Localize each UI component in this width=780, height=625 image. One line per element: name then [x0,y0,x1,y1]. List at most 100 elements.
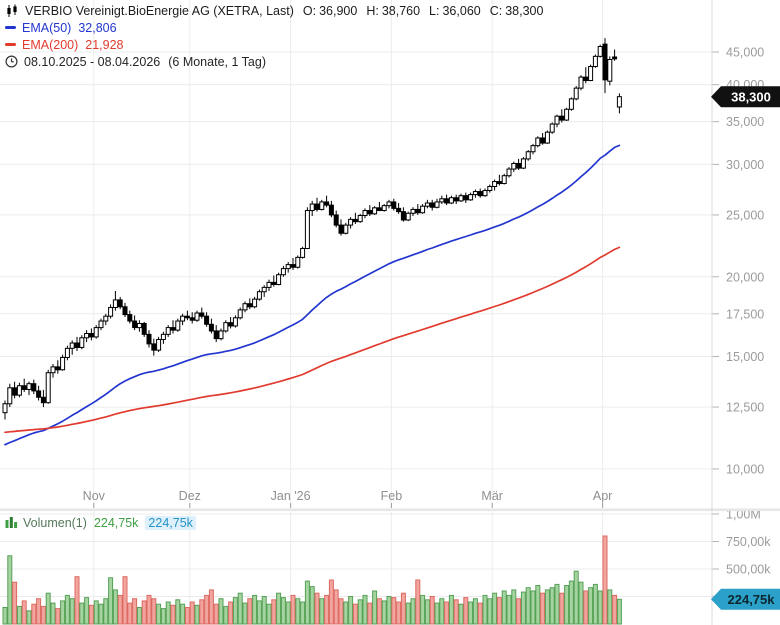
instrument-title: VERBIO Vereinigt.BioEnergie AG (XETRA, L… [25,3,294,18]
volume-bar [45,592,51,625]
date-range-row[interactable]: 08.10.2025 - 08.04.2026 (6 Monate, 1 Tag) [5,53,552,70]
volume-legend-row[interactable]: Volumen(1) 224,75k 224,75k [5,514,196,532]
volume-bar [420,594,426,625]
candle-body [12,387,18,396]
volume-bar [122,576,128,625]
volume-bar [597,590,603,625]
candle-body [232,317,238,327]
volume-bar [381,600,387,625]
volume-bar [343,601,349,625]
open-value: 36,900 [319,3,358,18]
volume-bar [146,594,152,625]
volume-bar [602,535,608,625]
candle-body [271,281,277,286]
ema50-legend-row[interactable]: EMA(50) 32,806 [5,19,552,36]
candle-body [482,190,488,197]
volume-bar [213,603,219,625]
candle-body [453,197,459,202]
volume-bar [583,590,589,625]
high-value: 38,760 [381,3,421,18]
candle-body [525,151,531,160]
candle-body [391,201,397,209]
volume-bar [295,598,301,625]
volume-bar [117,594,123,625]
ema200-swatch-icon [5,43,16,46]
candle-body [429,202,435,208]
volume-bar [573,570,579,625]
volume-bar [612,594,618,625]
close-value: 38,300 [505,3,544,18]
volume-bar [160,608,166,625]
candle-body [45,372,51,404]
volume-bar [21,600,27,625]
volume-bar [496,597,502,625]
volume-bar [458,603,464,625]
price-tick-label: 25,000 [726,208,764,222]
candle-body [93,327,99,338]
volume-bar [228,601,234,625]
candle-body [26,383,32,390]
volume-bar [424,599,430,625]
candle-body [237,309,243,319]
candle-body [276,274,282,286]
candle-body [247,303,253,308]
candle-body [69,342,75,349]
candle-body [300,247,306,258]
candle-body [136,322,142,329]
volume-bar [69,598,75,625]
candle-body [98,320,104,329]
volume-bar [112,589,118,625]
volume-bar [357,599,363,625]
volume-bar [93,600,99,625]
ema200-value: 21,928 [85,37,124,52]
candle-body [530,145,536,153]
volume-bar [544,589,550,625]
volume-bar [362,594,368,625]
volume-bar [319,598,325,625]
candle-body [597,46,603,57]
candle-body [448,197,454,204]
candle-body [266,281,272,288]
instrument-legend-row[interactable]: VERBIO Vereinigt.BioEnergie AG (XETRA, L… [5,2,552,19]
volume-bar [55,608,61,625]
candle-body [458,195,464,202]
candle-body [439,198,445,203]
candle-body [607,58,613,82]
panel-divider[interactable] [0,508,780,512]
volume-bar [309,586,315,625]
ema200-legend-text: EMA(200) 21,928 [22,38,124,52]
volume-bar [511,589,517,625]
ema200-legend-row[interactable]: EMA(200) 21,928 [5,36,552,53]
candle-body [55,366,61,371]
volume-bar [434,602,440,625]
volume-bar [88,604,94,625]
volume-bar [266,603,272,625]
candle-body [223,322,229,332]
volume-bar [501,590,507,625]
candle-body [112,299,118,309]
candle-body [122,306,128,316]
candle-body [616,96,622,108]
candle-body [165,327,171,335]
candle-body [319,201,325,210]
volume-bar [559,592,565,625]
price-tick-label: 10,000 [726,462,764,476]
volume-bar [338,598,344,625]
candle-body [357,214,363,223]
candle-body [583,76,589,82]
volume-bar [165,601,171,625]
candle-body [141,322,147,335]
volume-bar [376,598,382,625]
period-label: (6 Monate, 1 Tag) [168,54,266,69]
volume-bar [50,602,56,625]
volume-bar [429,596,435,625]
volume-bar [40,605,46,625]
volume-bar [540,592,546,625]
candle-body [568,98,574,110]
volume-bar [74,576,80,625]
high-label: H: [366,3,379,18]
volume-bar [616,598,622,625]
volume-bar [26,610,32,625]
